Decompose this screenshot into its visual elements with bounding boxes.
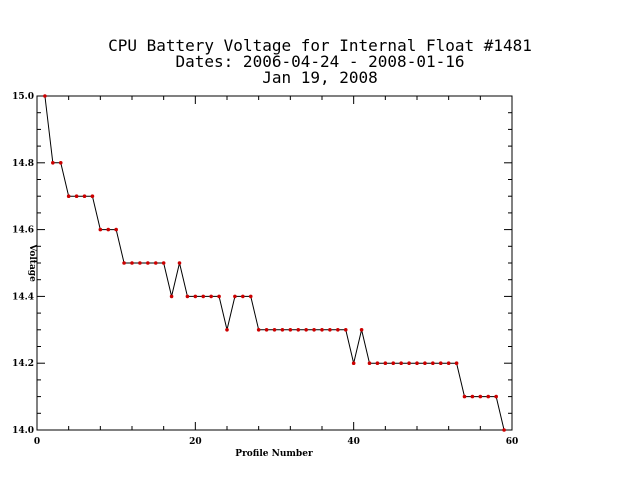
x-tick-label: 20 (189, 437, 202, 447)
data-point (359, 328, 364, 332)
data-point (470, 394, 475, 399)
data-point (114, 227, 118, 232)
chart-title-line-3: Jan 19, 2008 (262, 68, 378, 87)
data-point (241, 294, 245, 299)
data-point (375, 361, 380, 366)
x-axis-label: Profile Number (235, 449, 313, 459)
chart-title-line-1: CPU Battery Voltage for Internal Float #… (108, 36, 532, 55)
data-point (407, 361, 411, 366)
data-point (185, 294, 190, 299)
data-point (502, 428, 506, 432)
data-point (288, 328, 293, 332)
data-point (272, 328, 277, 332)
data-point (423, 361, 427, 366)
data-point (66, 194, 71, 198)
x-tick-label: 60 (506, 437, 519, 447)
data-point (51, 161, 55, 165)
plot-area-frame (36, 95, 513, 431)
chart-title-line-2: Dates: 2006-04-24 - 2008-01-16 (175, 52, 465, 71)
data-point (391, 361, 396, 366)
data-point (146, 261, 150, 265)
data-point (454, 361, 459, 366)
data-point (328, 328, 332, 332)
data-point (336, 328, 340, 332)
data-point (233, 294, 237, 299)
data-point (256, 328, 261, 332)
y-tick-label: 14.4 (12, 292, 34, 302)
data-point (161, 261, 166, 265)
data-point (106, 227, 111, 232)
data-point (431, 361, 435, 366)
data-point (225, 328, 229, 332)
data-point (177, 261, 182, 265)
data-point (138, 261, 142, 265)
data-point (438, 361, 443, 366)
data-point (462, 394, 467, 399)
data-point (486, 394, 491, 399)
data-point (58, 161, 63, 165)
data-point (82, 194, 87, 198)
data-point (169, 294, 174, 299)
data-point (201, 294, 206, 299)
data-point (296, 328, 301, 332)
data-point (280, 328, 285, 332)
data-point (343, 328, 348, 332)
data-point (312, 328, 316, 332)
y-tick-label: 14.8 (12, 159, 34, 169)
data-point (90, 194, 95, 198)
data-point (98, 227, 103, 232)
data-point (351, 361, 356, 366)
y-tick-label: 14.6 (12, 226, 34, 236)
data-point (494, 394, 498, 399)
data-point (43, 94, 47, 98)
data-point (415, 361, 419, 366)
data-point (122, 261, 126, 265)
data-point (264, 328, 269, 332)
axis-ticks (36, 95, 513, 431)
data-point (399, 361, 403, 366)
data-point (304, 328, 308, 332)
voltage-series-line (44, 95, 505, 431)
data-point (193, 294, 198, 299)
data-point (320, 328, 324, 332)
y-tick-label: 14.0 (12, 426, 34, 436)
data-point (446, 361, 451, 366)
data-point (478, 394, 483, 399)
data-point (367, 361, 372, 366)
data-point (383, 361, 388, 366)
x-tick-label: 0 (34, 437, 40, 447)
x-tick-label: 40 (347, 437, 360, 447)
data-point (217, 294, 221, 299)
y-tick-label: 15.0 (12, 92, 34, 102)
y-axis-label: Voltage (27, 243, 37, 282)
data-point (248, 294, 253, 299)
data-point (130, 261, 134, 265)
y-tick-label: 14.2 (12, 359, 34, 369)
data-point (153, 261, 158, 265)
axis-tick-labels: 0 20 40 60 14.0 14.2 14.4 14.6 14.8 15.0 (12, 92, 518, 447)
voltage-series-markers (43, 94, 506, 432)
data-point (209, 294, 213, 299)
data-point (74, 194, 79, 198)
